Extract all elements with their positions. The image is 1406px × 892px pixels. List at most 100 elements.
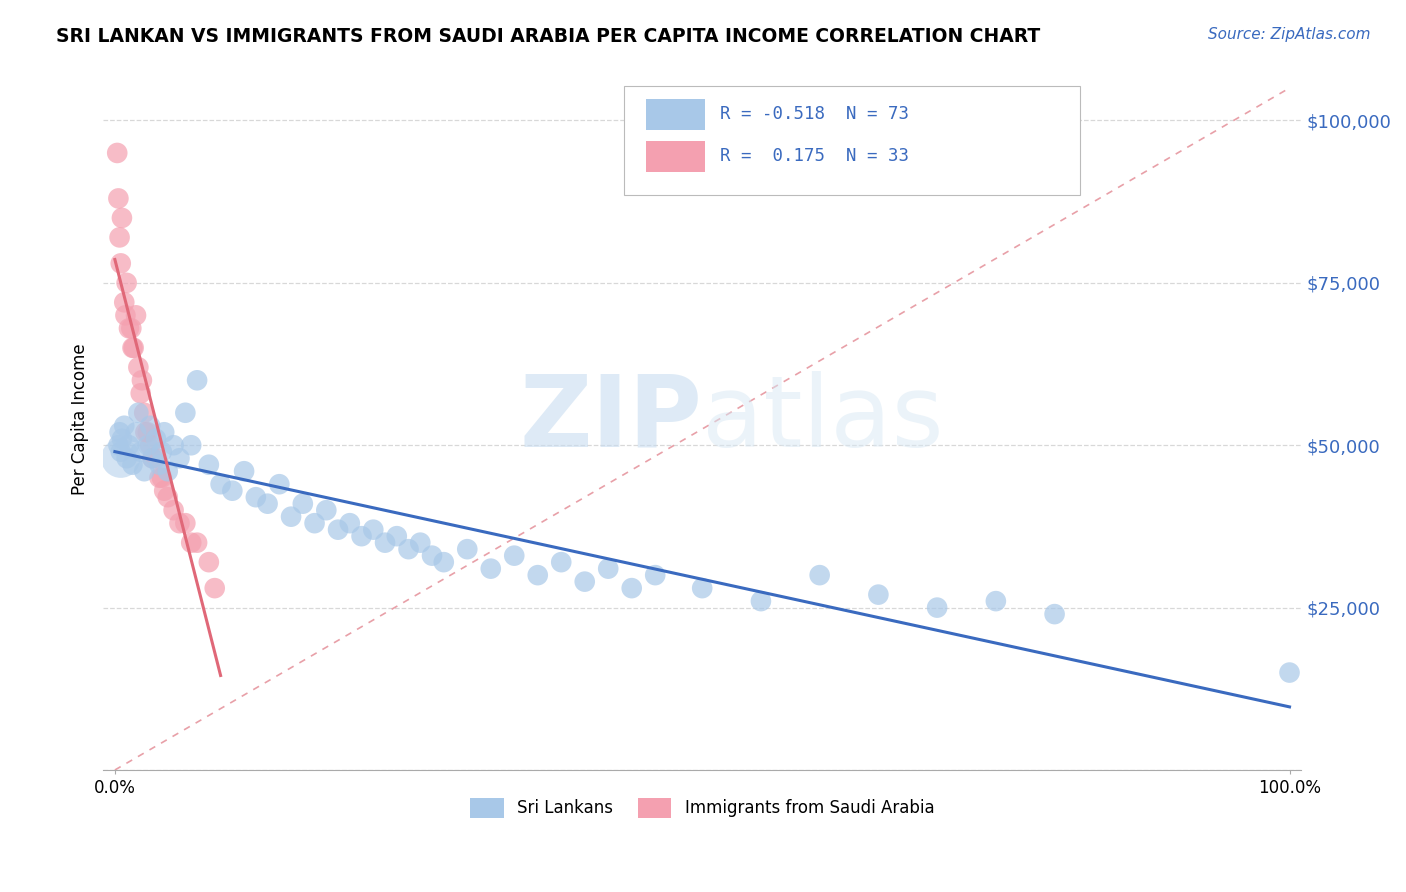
Point: [868, 588, 890, 602]
Point: [479, 561, 502, 575]
Legend: Sri Lankans, Immigrants from Saudi Arabia: Sri Lankans, Immigrants from Saudi Arabi…: [464, 791, 941, 825]
Point: [118, 321, 141, 335]
Point: [136, 425, 159, 440]
Point: [129, 386, 152, 401]
Point: [503, 549, 526, 563]
Y-axis label: Per Capita Income: Per Capita Income: [72, 343, 89, 495]
Text: R =  0.175  N = 33: R = 0.175 N = 33: [720, 147, 910, 165]
Point: [127, 406, 149, 420]
Point: [398, 542, 420, 557]
Point: [526, 568, 548, 582]
Point: [420, 549, 443, 563]
Point: [145, 432, 167, 446]
Point: [1278, 665, 1301, 680]
Point: [139, 418, 162, 433]
Point: [112, 295, 135, 310]
Point: [153, 483, 176, 498]
Point: [162, 503, 184, 517]
Point: [120, 321, 142, 335]
Point: [145, 451, 167, 466]
Text: Source: ZipAtlas.com: Source: ZipAtlas.com: [1208, 27, 1371, 42]
Point: [385, 529, 408, 543]
Point: [115, 451, 138, 466]
Point: [125, 425, 148, 440]
Point: [136, 438, 159, 452]
Point: [156, 464, 179, 478]
Point: [256, 497, 278, 511]
Point: [186, 535, 208, 549]
Point: [221, 483, 243, 498]
Point: [326, 523, 349, 537]
Point: [127, 360, 149, 375]
Point: [112, 418, 135, 433]
Point: [150, 471, 173, 485]
Point: [122, 341, 145, 355]
Text: atlas: atlas: [702, 371, 943, 467]
Point: [690, 581, 713, 595]
Point: [574, 574, 596, 589]
Point: [186, 373, 208, 387]
Point: [198, 555, 221, 569]
Point: [129, 444, 152, 458]
FancyBboxPatch shape: [624, 86, 1080, 194]
Point: [620, 581, 643, 595]
Point: [808, 568, 831, 582]
Point: [339, 516, 361, 531]
Point: [180, 535, 202, 549]
Point: [108, 425, 131, 440]
Point: [141, 451, 163, 466]
Point: [107, 191, 129, 205]
Point: [107, 438, 129, 452]
Point: [110, 451, 132, 466]
Point: [141, 451, 163, 466]
Point: [456, 542, 478, 557]
Point: [134, 406, 156, 420]
Point: [148, 471, 170, 485]
Point: [125, 309, 148, 323]
Point: [121, 341, 143, 355]
Point: [598, 561, 620, 575]
Text: SRI LANKAN VS IMMIGRANTS FROM SAUDI ARABIA PER CAPITA INCOME CORRELATION CHART: SRI LANKAN VS IMMIGRANTS FROM SAUDI ARAB…: [56, 27, 1040, 45]
FancyBboxPatch shape: [645, 99, 704, 129]
Point: [110, 444, 132, 458]
Point: [148, 458, 170, 472]
Point: [174, 406, 197, 420]
Point: [153, 425, 176, 440]
Point: [749, 594, 772, 608]
Point: [198, 458, 221, 472]
Point: [550, 555, 572, 569]
Point: [984, 594, 1007, 608]
Point: [114, 309, 136, 323]
Text: ZIP: ZIP: [519, 371, 702, 467]
FancyBboxPatch shape: [645, 141, 704, 171]
Text: R = -0.518  N = 73: R = -0.518 N = 73: [720, 105, 910, 123]
Point: [269, 477, 291, 491]
Point: [433, 555, 456, 569]
Point: [169, 451, 191, 466]
Point: [233, 464, 256, 478]
Point: [118, 438, 141, 452]
Point: [156, 490, 179, 504]
Point: [108, 230, 131, 244]
Point: [1043, 607, 1066, 621]
Point: [105, 145, 128, 160]
Point: [131, 373, 153, 387]
Point: [134, 464, 156, 478]
Point: [169, 516, 191, 531]
Point: [291, 497, 314, 511]
Point: [111, 432, 134, 446]
Point: [304, 516, 326, 531]
Point: [139, 438, 162, 452]
Point: [245, 490, 267, 504]
Point: [110, 256, 132, 270]
Point: [927, 600, 949, 615]
Point: [150, 444, 173, 458]
Point: [111, 211, 134, 225]
Point: [180, 438, 202, 452]
Point: [209, 477, 232, 491]
Point: [134, 425, 156, 440]
Point: [280, 509, 302, 524]
Point: [644, 568, 666, 582]
Point: [374, 535, 396, 549]
Point: [363, 523, 385, 537]
